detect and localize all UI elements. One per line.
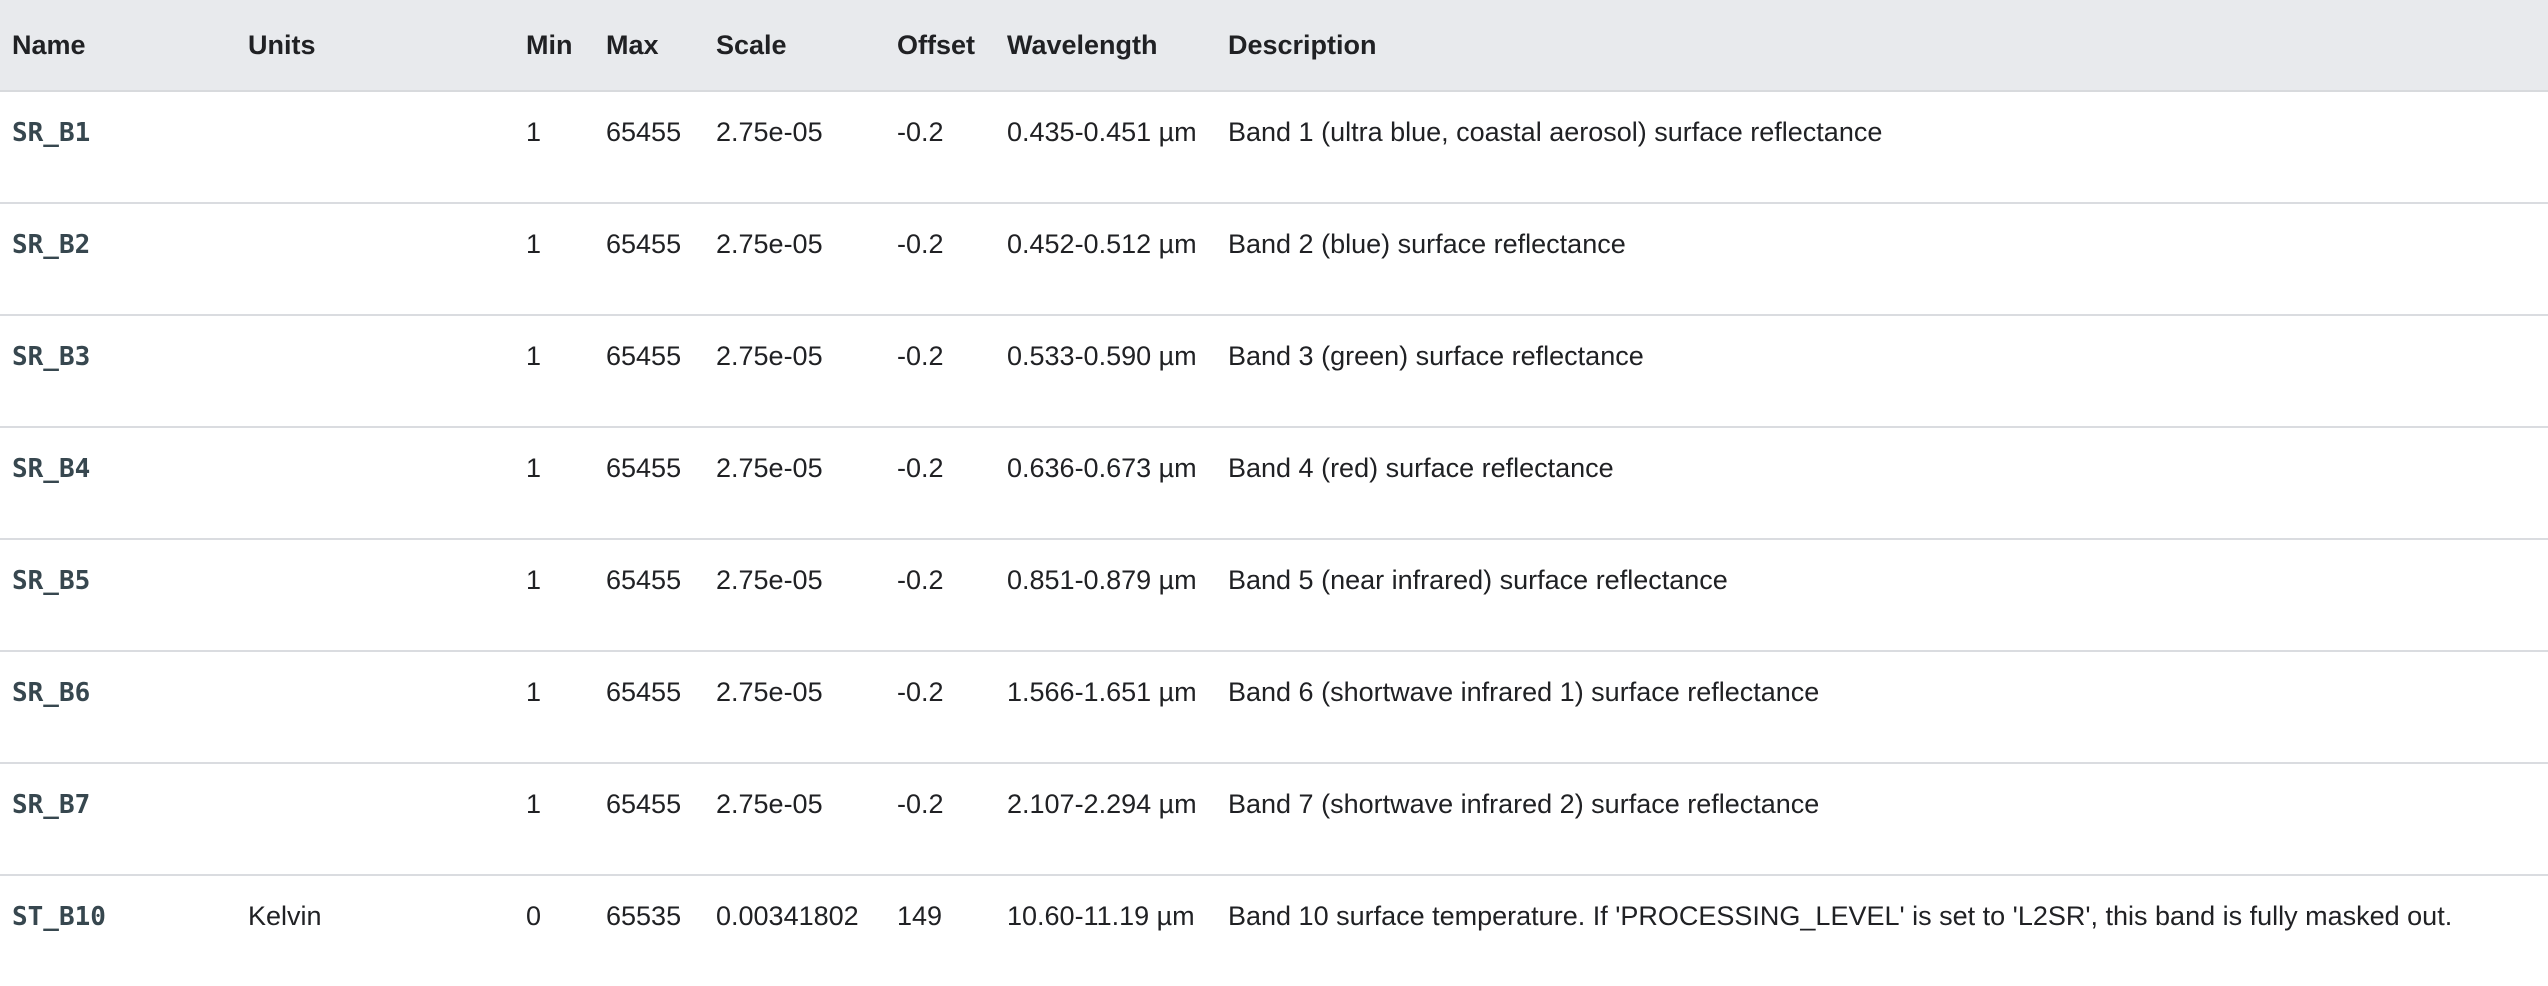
cell-wavelength: 2.107-2.294 µm — [995, 763, 1216, 876]
header-min: Min — [514, 0, 594, 92]
cell-offset: -0.2 — [885, 651, 995, 764]
cell-offset: -0.2 — [885, 203, 995, 316]
band-name: SR_B5 — [12, 566, 91, 596]
cell-description: Band 1 (ultra blue, coastal aerosol) sur… — [1216, 91, 2548, 204]
cell-scale: 2.75e-05 — [704, 203, 885, 316]
cell-units — [236, 315, 514, 428]
cell-min: 1 — [514, 203, 594, 316]
cell-scale: 0.00341802 — [716, 901, 859, 931]
cell-wavelength: 0.435-0.451 µm — [995, 91, 1216, 204]
header-offset: Offset — [885, 0, 995, 92]
cell-wavelength: 0.452-0.512 µm — [995, 203, 1216, 316]
band-name: SR_B6 — [12, 678, 91, 708]
cell-name: SR_B4 — [0, 427, 236, 540]
cell-max: 65455 — [594, 427, 704, 540]
cell-units — [236, 91, 514, 204]
table-row: SR_B1 1 65455 2.75e-05 -0.2 0.435-0.451 … — [0, 91, 2548, 204]
cell-min: 1 — [514, 91, 594, 204]
cell-description: Band 2 (blue) surface reflectance — [1216, 203, 2548, 316]
cell-description: Band 10 surface temperature. If 'PROCESS… — [1228, 901, 2453, 931]
cell-min: 1 — [514, 651, 594, 764]
cell-wavelength: 0.851-0.879 µm — [995, 539, 1216, 652]
header-name: Name — [0, 0, 236, 92]
cell-scale: 2.75e-05 — [704, 763, 885, 876]
cell-units — [236, 763, 514, 876]
cell-max: 65455 — [594, 651, 704, 764]
cell-name: SR_B5 — [0, 539, 236, 652]
band-name: SR_B4 — [12, 454, 91, 484]
cell-wavelength: 0.533-0.590 µm — [995, 315, 1216, 428]
header-max: Max — [594, 0, 704, 92]
cell-min: 0 — [526, 901, 542, 931]
cell-scale: 2.75e-05 — [704, 539, 885, 652]
cell-min: 1 — [514, 427, 594, 540]
header-units: Units — [236, 0, 514, 92]
cell-wavelength: 1.566-1.651 µm — [995, 651, 1216, 764]
cell-offset: -0.2 — [885, 539, 995, 652]
table-row: SR_B2 1 65455 2.75e-05 -0.2 0.452-0.512 … — [0, 203, 2548, 316]
header-row: Name Units Min Max Scale Offset Waveleng… — [0, 0, 2548, 92]
cell-max: 65455 — [594, 315, 704, 428]
cell-name: SR_B6 — [0, 651, 236, 764]
cell-scale: 2.75e-05 — [704, 91, 885, 204]
cell-offset: -0.2 — [885, 315, 995, 428]
cell-offset: -0.2 — [885, 427, 995, 540]
cell-offset: -0.2 — [885, 91, 995, 204]
cell-description: Band 3 (green) surface reflectance — [1216, 315, 2548, 428]
cell-wavelength: 0.636-0.673 µm — [995, 427, 1216, 540]
cell-min: 1 — [514, 763, 594, 876]
cell-name: SR_B1 — [0, 91, 236, 204]
cell-offset: -0.2 — [885, 763, 995, 876]
cell-units — [236, 539, 514, 652]
cell-wavelength: 10.60-11.19 µm — [1007, 901, 1195, 931]
cell-min: 1 — [514, 315, 594, 428]
cell-max: 65455 — [594, 539, 704, 652]
cell-offset: 149 — [897, 901, 943, 931]
cell-description: Band 5 (near infrared) surface reflectan… — [1216, 539, 2548, 652]
cell-scale: 2.75e-05 — [704, 427, 885, 540]
table-row: ST_B10 Kelvin 0 65535 0.00341802 149 10.… — [0, 875, 2548, 986]
cell-units — [236, 427, 514, 540]
band-name: SR_B1 — [12, 118, 91, 148]
header-wavelength: Wavelength — [995, 0, 1216, 92]
cell-min: 1 — [514, 539, 594, 652]
cell-description: Band 6 (shortwave infrared 1) surface re… — [1216, 651, 2548, 764]
band-name: SR_B7 — [12, 790, 91, 820]
cell-description: Band 7 (shortwave infrared 2) surface re… — [1216, 763, 2548, 876]
table-row: SR_B5 1 65455 2.75e-05 -0.2 0.851-0.879 … — [0, 539, 2548, 652]
cell-units — [236, 203, 514, 316]
band-name: SR_B3 — [12, 342, 91, 372]
table-row: SR_B3 1 65455 2.75e-05 -0.2 0.533-0.590 … — [0, 315, 2548, 428]
header-scale: Scale — [704, 0, 885, 92]
cell-name: ST_B10 — [0, 875, 236, 986]
cell-name: SR_B7 — [0, 763, 236, 876]
cell-units: Kelvin — [248, 901, 322, 931]
cell-description: Band 4 (red) surface reflectance — [1216, 427, 2548, 540]
cell-name: SR_B2 — [0, 203, 236, 316]
table-body: SR_B1 1 65455 2.75e-05 -0.2 0.435-0.451 … — [0, 91, 2548, 986]
table-row: SR_B6 1 65455 2.75e-05 -0.2 1.566-1.651 … — [0, 651, 2548, 764]
band-name: ST_B10 — [12, 902, 106, 932]
cell-scale: 2.75e-05 — [704, 651, 885, 764]
table-row: SR_B7 1 65455 2.75e-05 -0.2 2.107-2.294 … — [0, 763, 2548, 876]
cell-units — [236, 651, 514, 764]
cell-name: SR_B3 — [0, 315, 236, 428]
cell-max: 65535 — [606, 901, 682, 931]
table-row: SR_B4 1 65455 2.75e-05 -0.2 0.636-0.673 … — [0, 427, 2548, 540]
band-name: SR_B2 — [12, 230, 91, 260]
table-header: Name Units Min Max Scale Offset Waveleng… — [0, 0, 2548, 92]
cell-max: 65455 — [594, 203, 704, 316]
header-description: Description — [1216, 0, 2548, 92]
cell-max: 65455 — [594, 91, 704, 204]
cell-scale: 2.75e-05 — [704, 315, 885, 428]
cell-max: 65455 — [594, 763, 704, 876]
